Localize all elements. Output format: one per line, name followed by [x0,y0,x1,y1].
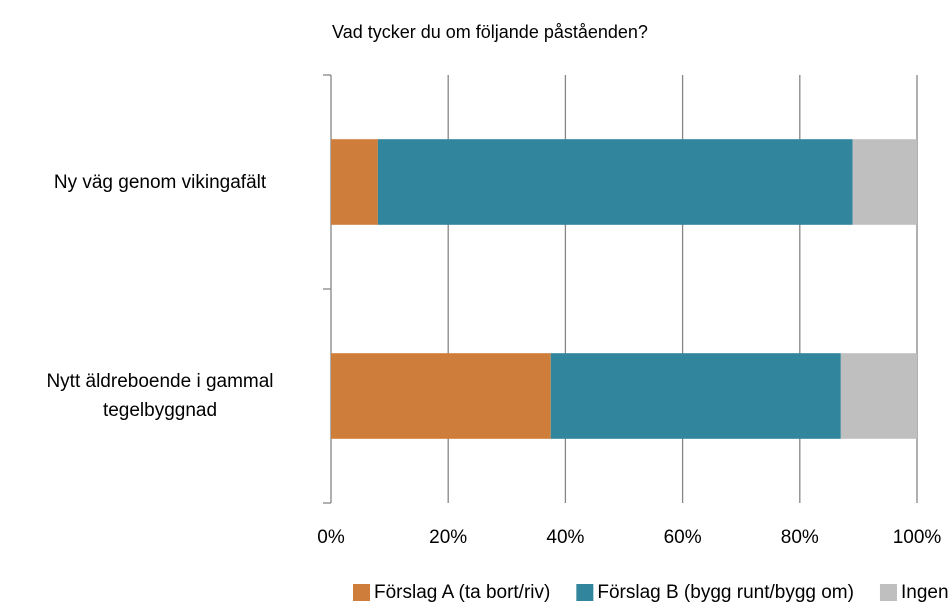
y-tick-label: Nytt äldreboende i gammal tegelbyggnad [46,371,274,421]
y-tick-label: Ny väg genom vikingafält [53,171,267,193]
bar-segment [331,139,378,225]
legend-label: Förslag B (bygg runt/bygg om) [597,582,854,603]
bar-segment [840,353,917,439]
x-tick-label: 0% [317,527,345,548]
bar-segment [550,353,841,439]
legend-label: Förslag A (ta bort/riv) [374,582,550,603]
x-tick-label: 40% [546,527,584,548]
bar-segment [377,139,853,225]
legend-swatch [353,584,370,601]
x-tick-label: 20% [429,527,467,548]
x-tick-label: 80% [781,527,819,548]
legend-swatch [879,584,897,601]
legend-swatch [576,584,594,601]
bar-segment [852,139,917,225]
chart-title: Vad tycker du om följande påståenden? [332,22,648,42]
bar-segment [331,353,551,439]
legend-label: Ingen åsikt [901,582,949,603]
x-tick-label: 100% [893,527,942,548]
x-tick-label: 60% [664,527,702,548]
